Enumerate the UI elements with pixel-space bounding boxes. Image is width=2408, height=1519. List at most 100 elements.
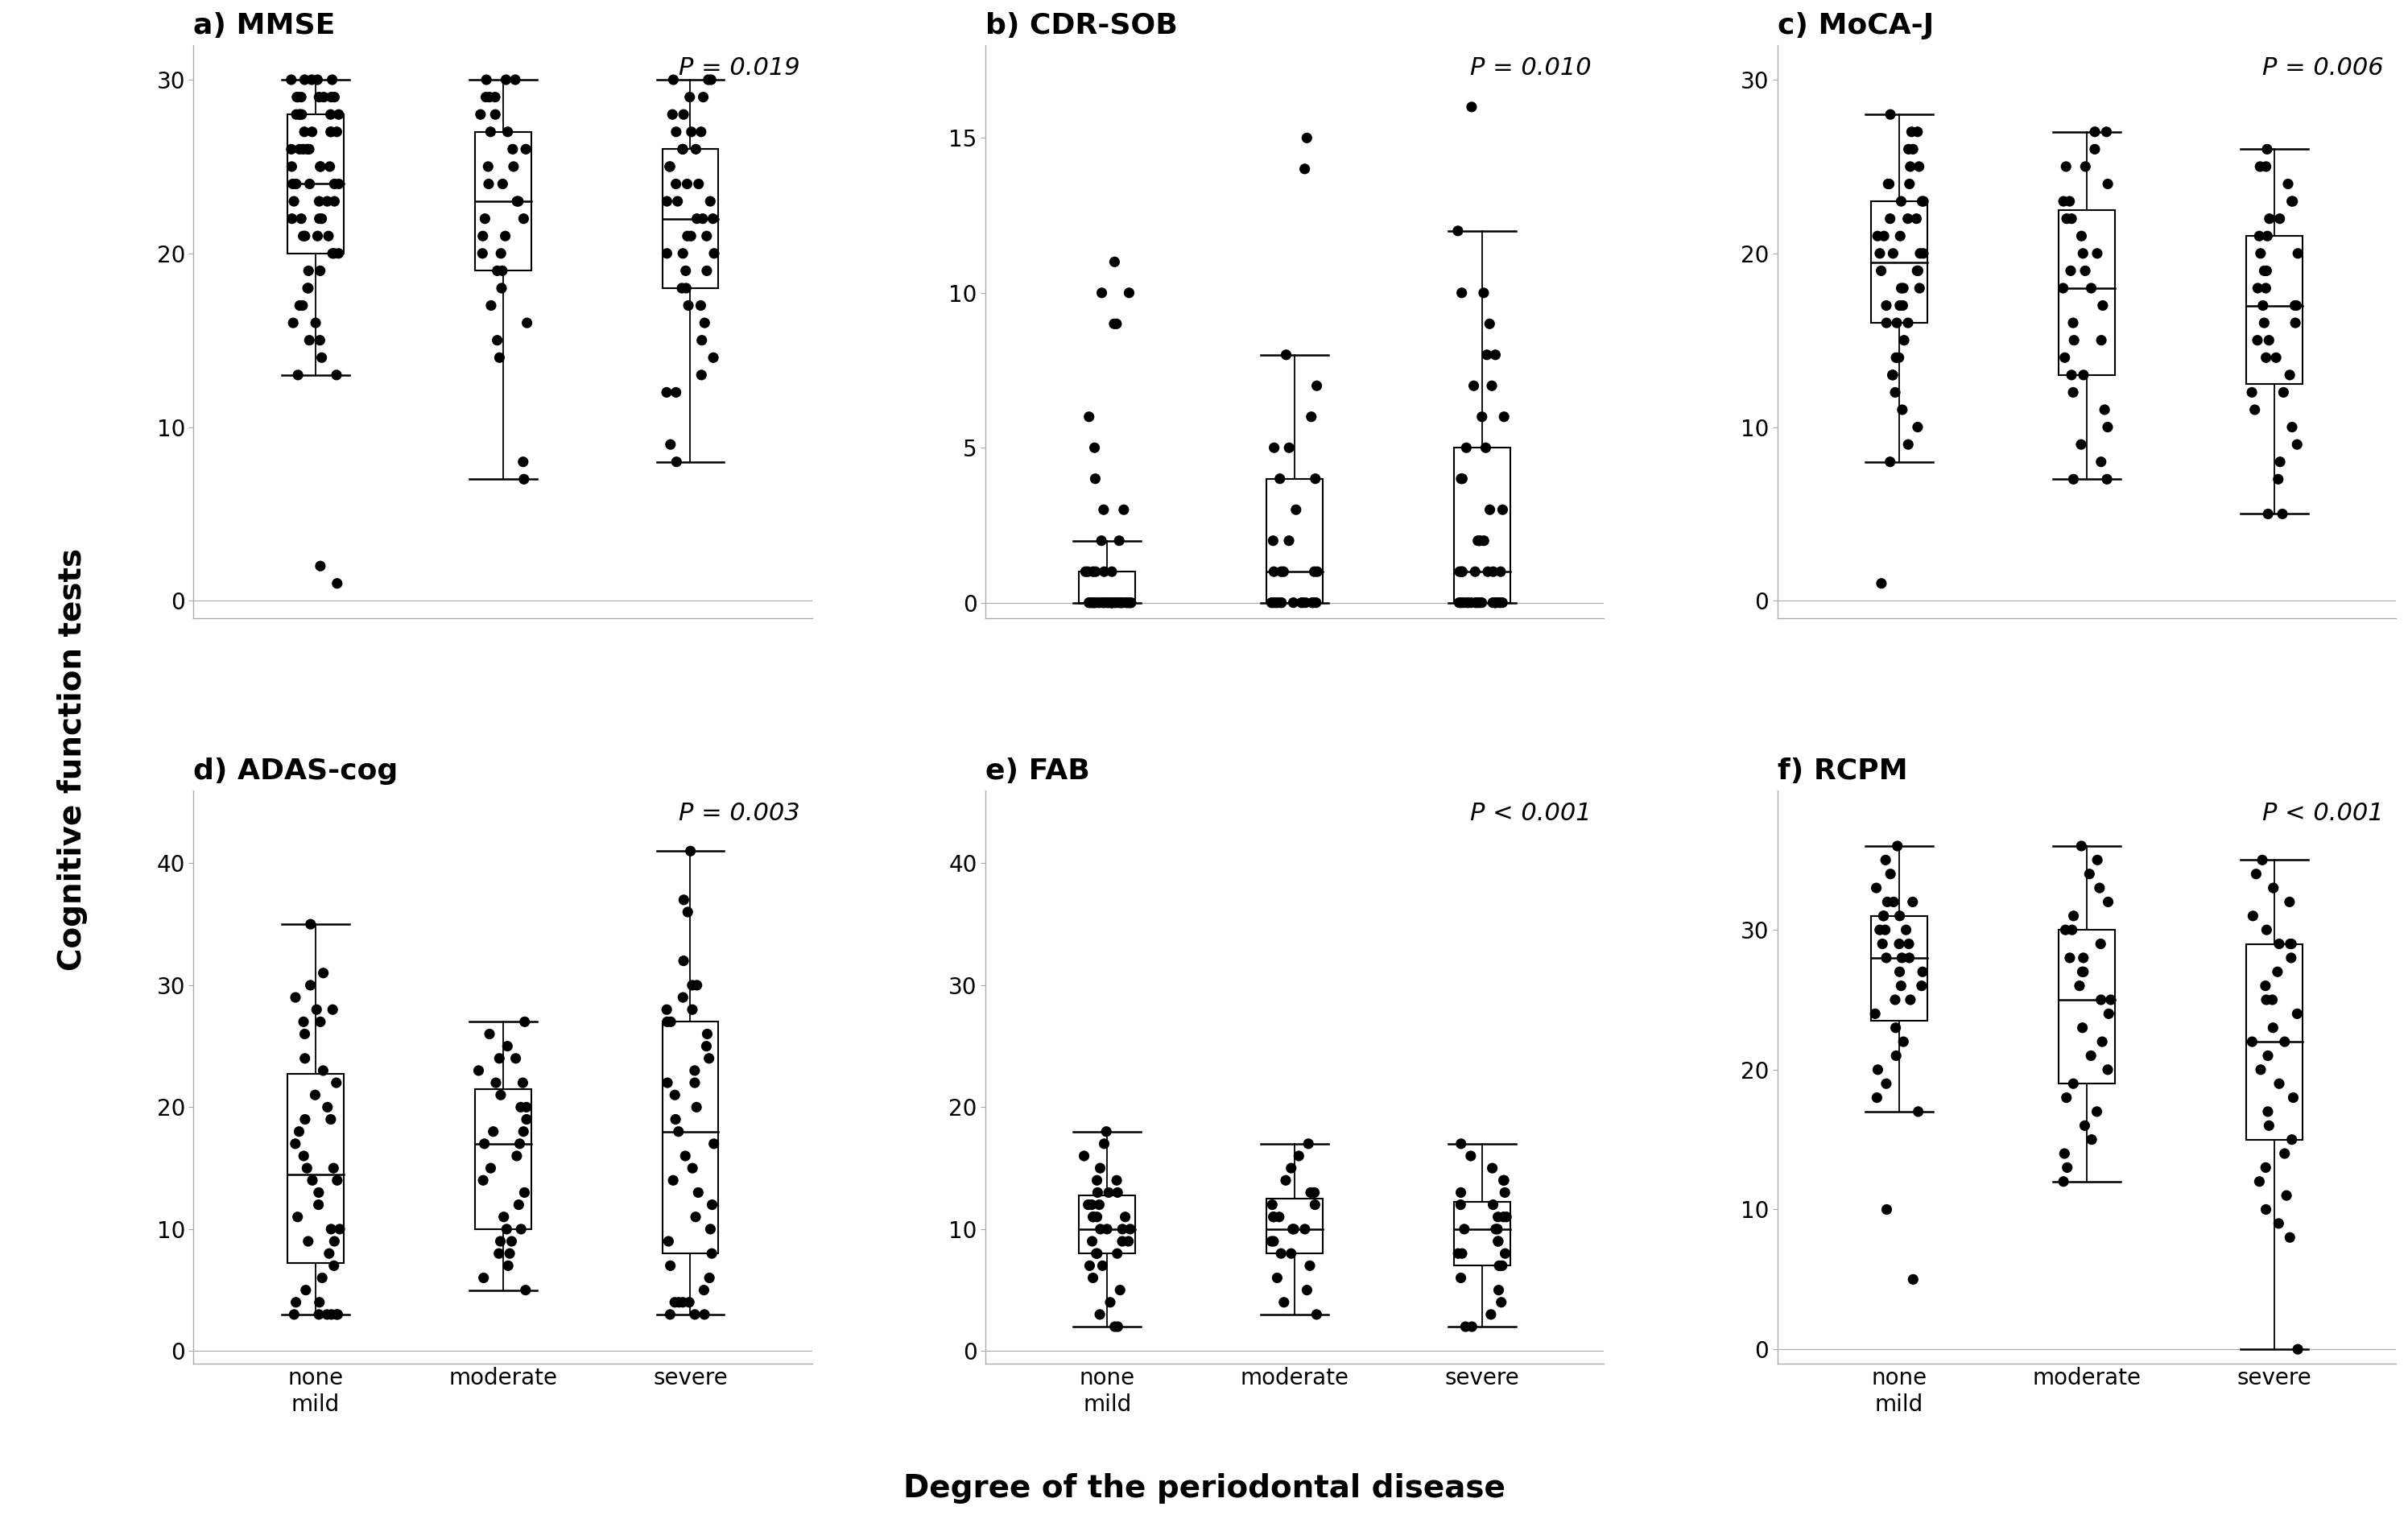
Point xyxy=(1271,1156,1310,1180)
Point xyxy=(289,328,327,352)
Point xyxy=(1283,591,1322,615)
Point xyxy=(1876,1016,1914,1041)
Point xyxy=(1462,591,1500,615)
Point xyxy=(1898,120,1936,144)
Point xyxy=(303,1059,342,1083)
Point xyxy=(1072,1192,1110,1217)
Point xyxy=(1298,591,1336,615)
Point xyxy=(2268,172,2307,196)
Point xyxy=(1262,559,1300,583)
Point xyxy=(1464,529,1503,553)
Point xyxy=(1900,258,1938,283)
Point xyxy=(272,137,311,161)
Point xyxy=(684,1277,722,1302)
Point xyxy=(1079,1168,1117,1192)
Point xyxy=(506,137,544,161)
Point xyxy=(311,1107,349,1132)
Point xyxy=(1474,374,1512,398)
Point xyxy=(653,102,691,126)
Point xyxy=(1481,591,1519,615)
Point xyxy=(315,1229,354,1253)
Point xyxy=(289,1229,327,1253)
Point xyxy=(296,1083,335,1107)
Point xyxy=(313,85,352,109)
Point xyxy=(1084,1253,1122,1277)
Point xyxy=(677,1095,715,1120)
Point xyxy=(2071,861,2109,886)
Point xyxy=(1459,529,1498,553)
Point xyxy=(1298,374,1336,398)
Point xyxy=(1881,904,1919,928)
Point xyxy=(1103,591,1141,615)
Point xyxy=(2249,328,2288,352)
Point xyxy=(1079,1180,1117,1205)
Point xyxy=(287,1156,325,1180)
Bar xyxy=(474,1089,532,1229)
Point xyxy=(284,293,323,317)
Point xyxy=(477,328,515,352)
Point xyxy=(1486,1180,1524,1205)
Point xyxy=(496,1047,535,1071)
Point xyxy=(1072,1253,1110,1277)
Point xyxy=(686,223,725,248)
Point xyxy=(2088,172,2126,196)
Point xyxy=(303,962,342,986)
Point xyxy=(1883,946,1922,971)
Point xyxy=(484,172,523,196)
Bar xyxy=(2247,943,2302,1139)
Point xyxy=(2061,223,2100,248)
Point xyxy=(1081,1192,1120,1217)
Point xyxy=(2242,848,2280,872)
Point xyxy=(1096,311,1134,336)
Point xyxy=(1079,1205,1117,1229)
Point xyxy=(1883,398,1922,422)
Point xyxy=(2273,190,2312,214)
Point xyxy=(1442,559,1481,583)
Text: d) ADAS-cog: d) ADAS-cog xyxy=(193,756,397,784)
Point xyxy=(1445,1217,1483,1241)
Point xyxy=(1474,1156,1512,1180)
Point xyxy=(1442,1180,1481,1205)
Point xyxy=(1262,591,1300,615)
Point xyxy=(1873,363,1912,387)
Point xyxy=(657,1107,696,1132)
Point xyxy=(1288,1277,1327,1302)
Point xyxy=(2054,311,2093,336)
Point xyxy=(1084,591,1122,615)
Point xyxy=(506,466,544,491)
Point xyxy=(1281,591,1320,615)
Point xyxy=(1893,1267,1931,1291)
Point xyxy=(1883,276,1922,301)
Bar xyxy=(287,114,344,254)
Point xyxy=(289,276,327,301)
Bar xyxy=(1871,916,1926,1021)
Point xyxy=(648,1010,686,1034)
Point xyxy=(1898,258,1936,283)
Point xyxy=(2054,328,2093,352)
Point xyxy=(279,363,318,387)
Point xyxy=(1902,190,1941,214)
Point xyxy=(311,120,349,144)
Bar xyxy=(662,1022,718,1253)
Point xyxy=(467,85,506,109)
Point xyxy=(1076,436,1115,460)
Point xyxy=(1108,591,1146,615)
Point xyxy=(2249,501,2288,526)
Point xyxy=(1905,242,1943,266)
Point xyxy=(301,1290,340,1314)
Point xyxy=(1883,1030,1922,1054)
Point xyxy=(318,120,356,144)
Point xyxy=(1876,987,1914,1012)
Point xyxy=(2271,931,2309,955)
Point xyxy=(474,1120,513,1144)
Point xyxy=(1486,1241,1524,1265)
Point xyxy=(655,1083,694,1107)
Point xyxy=(1286,156,1324,181)
Bar xyxy=(474,132,532,270)
Point xyxy=(1259,591,1298,615)
Point xyxy=(2249,1044,2288,1068)
Point xyxy=(291,172,330,196)
Point xyxy=(477,85,515,109)
Point xyxy=(1440,1241,1479,1265)
Point xyxy=(1081,1156,1120,1180)
